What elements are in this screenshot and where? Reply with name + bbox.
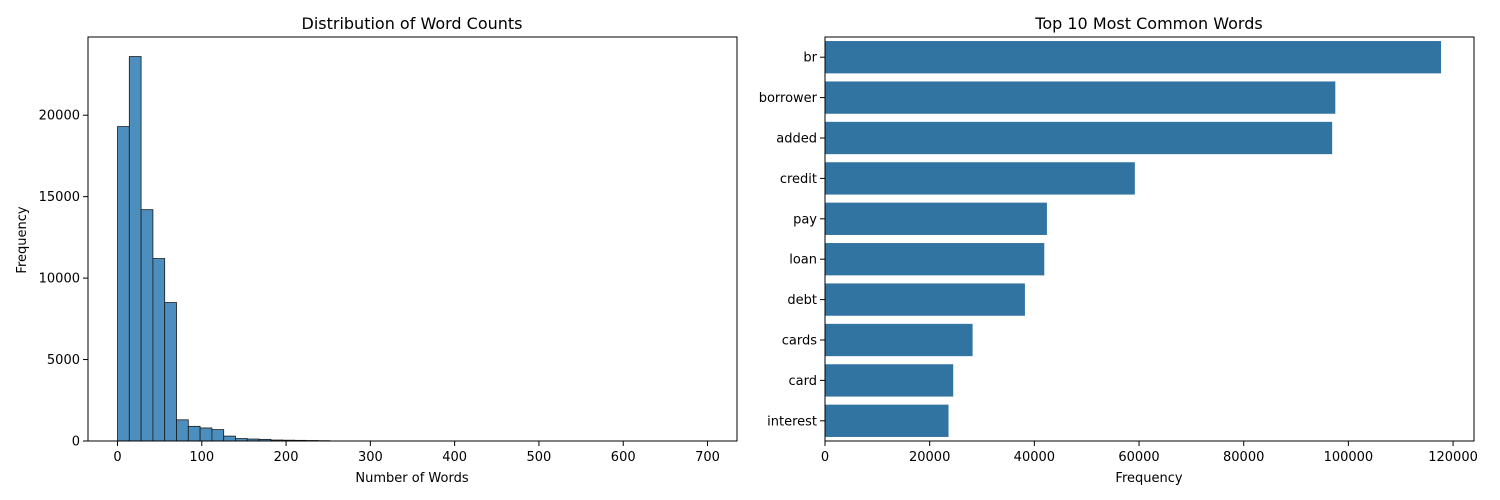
bar-chart-x-axis-label: Frequency <box>1115 471 1182 486</box>
bar-chart-x-tick-label: 40000 <box>1014 450 1055 465</box>
histogram-y-tick-label: 20000 <box>39 109 80 124</box>
bar-chart-x-tick-label: 20000 <box>909 450 950 465</box>
bar-interest <box>825 404 949 437</box>
bar-chart-x-tick-label: 60000 <box>1118 450 1159 465</box>
bar-chart-category-label: borrower <box>759 91 818 106</box>
histogram-x-tick-label: 100 <box>189 450 214 465</box>
bar-pay <box>825 202 1047 235</box>
bar-cards <box>825 323 973 357</box>
histogram-x-tick-label: 0 <box>113 450 121 465</box>
histogram-plot-frame <box>87 36 738 442</box>
bar-br <box>825 41 1442 74</box>
histogram-bin <box>187 425 201 442</box>
histogram-bin <box>128 56 142 442</box>
histogram-x-tick-label: 400 <box>442 450 467 465</box>
bar-chart-plot-frame <box>824 36 1475 442</box>
bar-chart-category-label: interest <box>767 414 817 429</box>
bar-chart-panel: Top 10 Most Common Words br borrower added… <box>759 14 1478 486</box>
histogram-y-tick-label: 10000 <box>39 272 80 287</box>
bar-credit <box>825 162 1135 195</box>
bar-chart-category-label: loan <box>789 253 817 268</box>
bar-chart-bars <box>825 41 1442 437</box>
histogram-x-tick-label: 700 <box>695 450 720 465</box>
histogram-panel: Distribution of Word Counts 050001000015… <box>15 14 738 486</box>
histogram-x-tick-label: 200 <box>274 450 299 465</box>
bar-chart-category-ticks: br borrower added credit pay loan debt cards car… <box>759 51 825 429</box>
bar-chart-category-label: br <box>803 51 817 66</box>
bar-chart-x-tick-label: 0 <box>821 450 829 465</box>
bar-debt <box>825 283 1025 316</box>
histogram-bin <box>117 126 130 442</box>
histogram-title: Distribution of Word Counts <box>302 14 523 33</box>
bar-chart-x-tick-label: 100000 <box>1324 450 1374 465</box>
histogram-x-axis-label: Number of Words <box>355 471 468 486</box>
histogram-y-tick-label: 15000 <box>39 190 80 205</box>
histogram-bars <box>117 56 331 442</box>
histogram-x-ticks: 0 100 200 300 400 500 600 700 <box>113 441 720 465</box>
histogram-bin <box>152 258 166 442</box>
bar-chart-category-label: added <box>776 132 817 147</box>
histogram-y-axis-label: Frequency <box>15 206 30 273</box>
bar-chart-x-ticks: 0 20000 40000 60000 80000 100000 120000 <box>821 441 1478 465</box>
bar-chart-category-label: card <box>789 374 817 389</box>
bar-chart-title: Top 10 Most Common Words <box>1034 14 1262 33</box>
histogram-bin <box>211 429 225 442</box>
bar-chart-x-tick-label: 120000 <box>1428 450 1478 465</box>
histogram-y-tick-label: 5000 <box>47 353 80 368</box>
histogram-y-tick-label: 0 <box>72 435 80 450</box>
bar-chart-x-tick-label: 80000 <box>1223 450 1264 465</box>
histogram-bin <box>199 427 213 442</box>
bar-loan <box>825 243 1045 276</box>
histogram-bin <box>223 435 236 442</box>
bar-chart-category-label: cards <box>782 334 817 349</box>
histogram-bin <box>164 302 177 442</box>
histogram-y-ticks: 0 5000 10000 15000 20000 <box>39 109 88 450</box>
histogram-bin <box>176 419 189 442</box>
histogram-bin <box>140 209 154 442</box>
bar-added <box>825 121 1333 155</box>
histogram-x-tick-label: 500 <box>527 450 552 465</box>
histogram-x-tick-label: 300 <box>358 450 383 465</box>
bar-card <box>825 364 954 397</box>
histogram-x-tick-label: 600 <box>611 450 636 465</box>
bar-chart-category-label: debt <box>787 293 817 308</box>
bar-borrower <box>825 81 1336 114</box>
bar-chart-category-label: credit <box>780 172 817 187</box>
bar-chart-category-label: pay <box>793 212 817 227</box>
